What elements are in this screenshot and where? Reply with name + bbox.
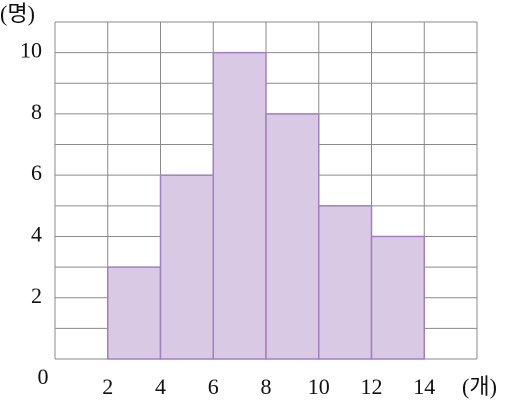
x-tick-label: 4 [155, 374, 166, 399]
x-tick-label: 8 [261, 374, 272, 399]
origin-label: 0 [38, 364, 49, 389]
bar [159, 174, 214, 360]
y-tick-label: 2 [31, 283, 42, 308]
x-tick-label: 14 [413, 374, 435, 399]
bar [265, 113, 320, 360]
bar [318, 205, 373, 360]
bar [107, 266, 162, 360]
y-tick-label: 8 [31, 99, 42, 124]
x-tick-label: 6 [208, 374, 219, 399]
x-tick-label: 12 [361, 374, 383, 399]
y-tick-label: 6 [31, 160, 42, 185]
bar [370, 235, 425, 360]
bar [212, 51, 267, 360]
x-tick-label: 2 [102, 374, 113, 399]
y-axis-label: (명) [0, 1, 35, 26]
y-tick-label: 10 [20, 38, 42, 63]
y-tick-label: 4 [31, 222, 42, 247]
x-axis-label: (개) [462, 374, 497, 399]
x-tick-label: 10 [308, 374, 330, 399]
